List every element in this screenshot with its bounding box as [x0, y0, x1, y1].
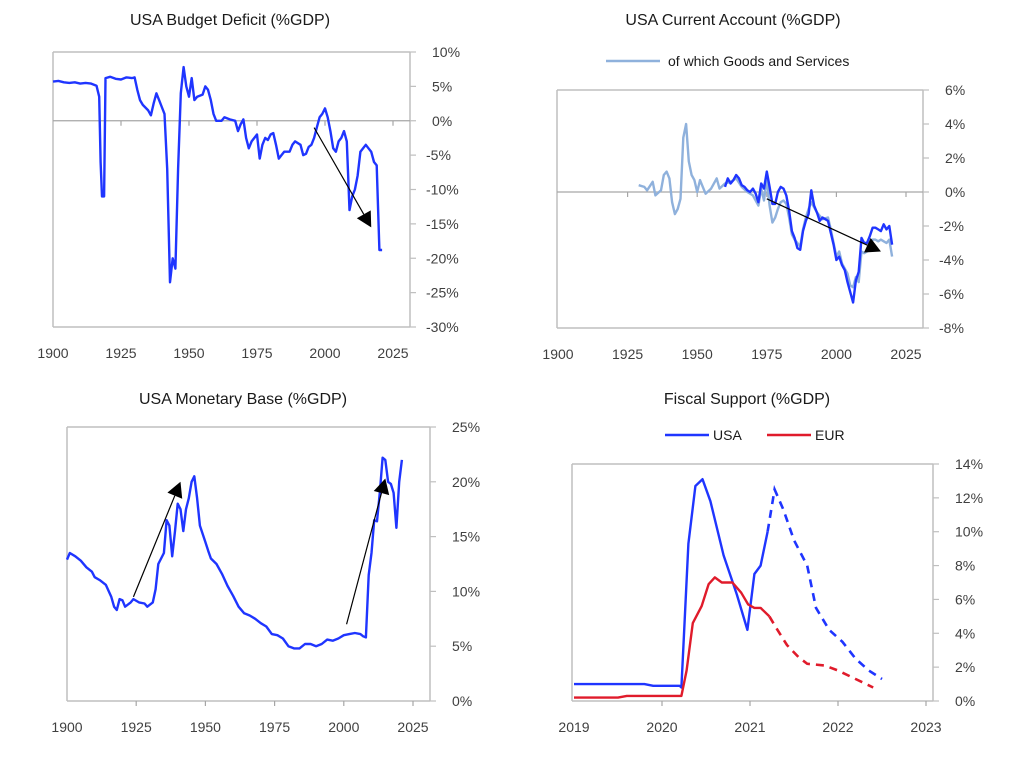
budget-y-tick-label: -20%: [426, 250, 459, 266]
budget-arrow-line: [313, 127, 365, 215]
current-account-arrow-head: [863, 237, 881, 253]
budget-chart-title: USA Budget Deficit (%GDP): [129, 12, 331, 29]
budget-y-tick-label: -5%: [426, 147, 451, 163]
monetary-base-x-tick-label: 1950: [190, 719, 221, 735]
fiscal-support-series-usa-actual: [574, 478, 769, 689]
budget-arrow-head: [356, 210, 372, 228]
monetary-base-x-tick-label: 2000: [328, 719, 359, 735]
current-account-y-tick-label: -6%: [939, 286, 964, 302]
fiscal-support-legend-label: EUR: [815, 427, 845, 443]
current-account-x-tick-label: 1925: [612, 346, 643, 362]
fiscal-support-x-tick-label: 2021: [734, 719, 765, 735]
fiscal-support-y-tick-label: 8%: [955, 558, 975, 574]
fiscal-support-legend-label: USA: [713, 427, 742, 443]
monetary-base-y-tick-label: 15%: [452, 529, 480, 545]
current-account-x-tick-label: 2000: [821, 346, 852, 362]
monetary-base-y-tick-label: 0%: [452, 693, 472, 709]
monetary-base-arrow-head: [373, 478, 390, 496]
budget-y-tick-label: 10%: [432, 44, 460, 60]
fiscal-support-x-tick-label: 2023: [910, 719, 941, 735]
current-account-x-tick-label: 1975: [751, 346, 782, 362]
current-account-y-tick-label: -8%: [939, 320, 964, 336]
monetary-base-x-tick-label: 1975: [259, 719, 290, 735]
current-account-y-tick-label: 4%: [945, 116, 965, 132]
budget-y-tick-label: 5%: [432, 78, 452, 94]
budget-y-tick-label: 0%: [432, 113, 452, 129]
monetary-base-chart-title: USA Monetary Base (%GDP): [138, 391, 348, 408]
fiscal-support-series-eur-actual: [574, 576, 771, 699]
fiscal-support-series-usa-forecast: [766, 484, 883, 681]
budget-x-tick-label: 1925: [105, 345, 136, 361]
current-account-y-tick-label: 0%: [945, 184, 965, 200]
current-account-y-tick-label: 6%: [945, 82, 965, 98]
current-account-x-tick-label: 2025: [890, 346, 921, 362]
budget-x-tick-label: 1950: [173, 345, 204, 361]
current-account-legend-label: of which Goods and Services: [668, 53, 849, 69]
fiscal-support-y-tick-label: 2%: [955, 659, 975, 675]
budget-y-tick-label: -15%: [426, 216, 459, 232]
fiscal-support-x-tick-label: 2019: [558, 719, 589, 735]
monetary-base-x-tick-label: 1900: [51, 719, 82, 735]
fiscal-support-y-tick-label: 6%: [955, 591, 975, 607]
current-account-y-tick-label: -2%: [939, 218, 964, 234]
budget-y-tick-label: -25%: [426, 285, 459, 301]
monetary-base-series-monetary-base: [65, 456, 404, 650]
budget-x-tick-label: 2025: [377, 345, 408, 361]
monetary-base-arrow-line: [132, 495, 176, 598]
budget-x-tick-label: 1975: [241, 345, 272, 361]
monetary-base-x-tick-label: 1925: [121, 719, 152, 735]
fiscal-support-series-eur-forecast: [768, 615, 874, 689]
fiscal-support-y-tick-label: 14%: [955, 456, 983, 472]
monetary-base-x-tick-label: 2025: [397, 719, 428, 735]
current-account-series-current-account: [723, 170, 894, 304]
fiscal-support-x-tick-label: 2022: [822, 719, 853, 735]
fiscal-support-y-tick-label: 0%: [955, 693, 975, 709]
monetary-base-y-tick-label: 25%: [452, 419, 480, 435]
budget-x-tick-label: 1900: [37, 345, 68, 361]
monetary-base-y-tick-label: 10%: [452, 583, 480, 599]
budget-y-tick-label: -30%: [426, 319, 459, 335]
budget-x-tick-label: 2000: [309, 345, 340, 361]
current-account-y-tick-label: 2%: [945, 150, 965, 166]
current-account-x-tick-label: 1900: [542, 346, 573, 362]
fiscal-support-x-tick-label: 2020: [646, 719, 677, 735]
fiscal-support-y-tick-label: 12%: [955, 490, 983, 506]
current-account-arrow-line: [766, 198, 868, 246]
fiscal-support-y-tick-label: 4%: [955, 625, 975, 641]
monetary-base-y-tick-label: 5%: [452, 638, 472, 654]
monetary-base-arrow-line: [345, 492, 383, 625]
current-account-x-tick-label: 1950: [682, 346, 713, 362]
current-account-y-tick-label: -4%: [939, 252, 964, 268]
monetary-base-arrow-head: [167, 481, 183, 499]
monetary-base-y-tick-label: 20%: [452, 474, 480, 490]
budget-y-tick-label: -10%: [426, 182, 459, 198]
current-account-chart-title: USA Current Account (%GDP): [625, 12, 841, 29]
fiscal-support-chart-title: Fiscal Support (%GDP): [663, 391, 831, 408]
budget-series-budget-deficit: [52, 65, 383, 284]
fiscal-support-y-tick-label: 10%: [955, 524, 983, 540]
